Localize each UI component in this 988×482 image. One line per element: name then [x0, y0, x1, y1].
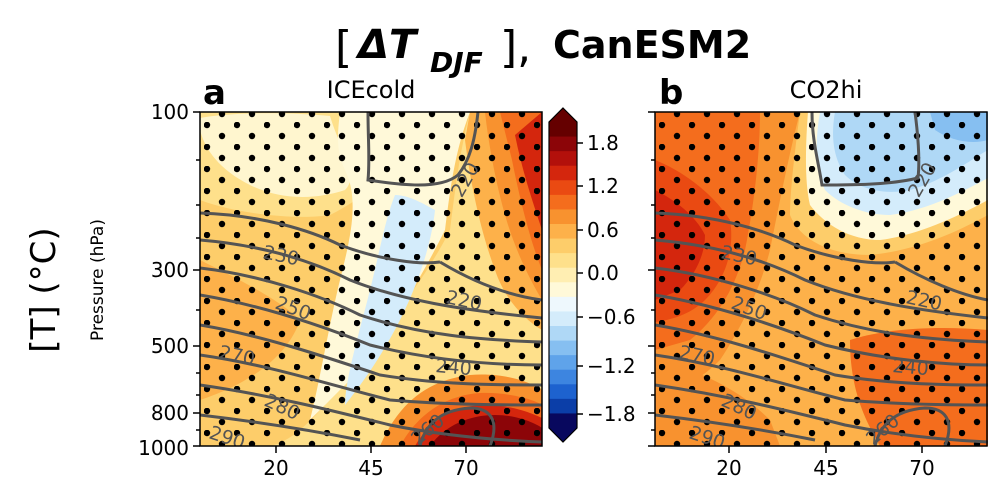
panel-a-y-ticks — [193, 111, 200, 447]
panel-a-xtick-label: 20 — [263, 456, 288, 480]
panel-a-contourf: 220 230 220 250 270 240 280 290 260 — [200, 112, 542, 446]
colorbar-band — [549, 340, 577, 356]
colorbar-bands — [548, 107, 578, 443]
colorbar-band — [549, 369, 577, 385]
panel-a-ytick-label: 100 — [151, 100, 189, 124]
panel-a-ytick-label: 500 — [151, 334, 189, 358]
colorbar-tick-label: 1.8 — [587, 131, 619, 155]
colorbar-band — [549, 326, 577, 342]
title-subscript: DJF — [430, 46, 483, 79]
colorbar-band — [549, 209, 577, 225]
panel-a-ytick-label: 800 — [151, 401, 189, 425]
panel-a-x-ticks — [275, 446, 467, 453]
colorbar-band — [549, 151, 577, 167]
y-axis-label: Pressure (hPa) — [88, 219, 108, 341]
colorbar-outline — [548, 107, 578, 443]
colorbar-band — [549, 413, 577, 429]
colorbar-tick-label: 0.6 — [587, 218, 619, 242]
colorbar-extend-max — [549, 108, 577, 122]
colorbar-band — [549, 238, 577, 254]
panel-a-title: ICEcold — [327, 76, 416, 104]
colorbar-band — [549, 194, 577, 210]
panel-b-xtick-label: 70 — [909, 456, 934, 480]
panel-a: 220 230 220 250 270 240 280 290 260 a IC… — [138, 73, 543, 480]
panel-b-xtick-label: 20 — [716, 456, 741, 480]
panel-b-y-ticks — [648, 111, 655, 447]
panel-b: 220 230 220 250 270 240 280 290 260 b CO… — [648, 73, 988, 480]
title-bracket-close: ], — [500, 22, 531, 73]
panel-b-title: CO2hi — [790, 76, 863, 104]
title-model: CanESM2 — [553, 23, 751, 67]
colorbar-ticks — [577, 142, 583, 415]
side-label: [T] (°C) — [24, 227, 64, 352]
panel-a-contour-label: 240 — [435, 355, 473, 380]
colorbar-band — [549, 398, 577, 414]
panel-a-letter: a — [203, 73, 226, 113]
figure-title: [ ΔT DJF ], CanESM2 — [335, 22, 751, 79]
panel-a-ytick-label: 300 — [151, 258, 189, 282]
colorbar-band — [549, 311, 577, 327]
colorbar-band — [549, 180, 577, 196]
panel-b-letter: b — [659, 73, 683, 113]
panel-a-ytick-label: 1000 — [138, 436, 189, 460]
panel-b-contour-label: 240 — [892, 355, 930, 380]
colorbar-band — [549, 384, 577, 400]
colorbar-tick-label: 1.2 — [587, 174, 619, 198]
panel-b-contourf: 220 230 220 250 270 240 280 290 260 — [655, 112, 988, 446]
colorbar-tick-label: −0.6 — [587, 305, 636, 329]
title-bracket-open: [ — [335, 22, 352, 73]
colorbar-tick-label: −1.2 — [587, 354, 636, 378]
colorbar-band — [549, 296, 577, 312]
panel-a-xtick-label: 45 — [358, 456, 383, 480]
colorbar-extend-min — [549, 428, 577, 442]
colorbar-band — [549, 224, 577, 240]
colorbar-tick-label: −1.8 — [587, 402, 636, 426]
panel-b-x-ticks — [728, 446, 923, 453]
colorbar-band — [549, 122, 577, 138]
colorbar-band — [549, 253, 577, 269]
colorbar-band — [549, 267, 577, 283]
colorbar-band — [549, 165, 577, 181]
panel-b-frame — [654, 111, 988, 447]
panel-b-xtick-label: 45 — [813, 456, 838, 480]
colorbar-tick-label: 0.0 — [587, 261, 619, 285]
colorbar-band — [549, 136, 577, 152]
panel-a-xtick-label: 70 — [453, 456, 478, 480]
colorbar: 1.8 1.2 0.6 0.0 −0.6 −1.2 −1.8 — [548, 107, 636, 443]
colorbar-band — [549, 355, 577, 371]
colorbar-band — [549, 282, 577, 298]
title-delta-t: ΔT — [355, 22, 419, 68]
